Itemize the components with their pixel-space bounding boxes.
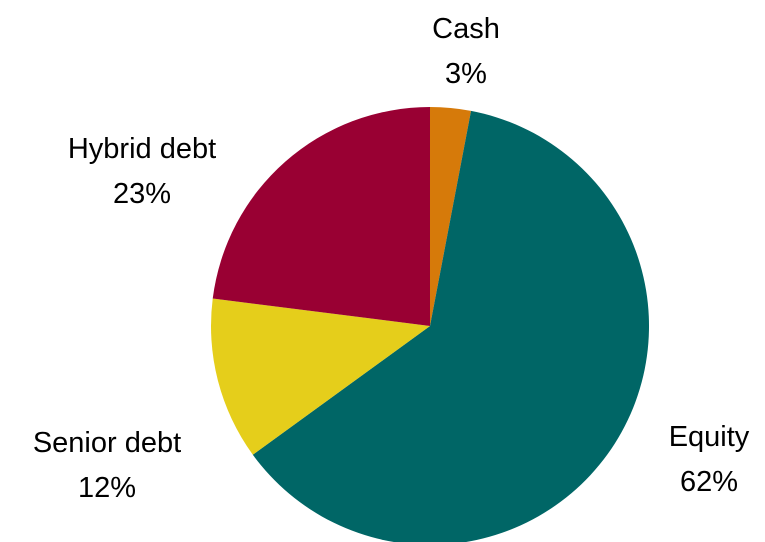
- label-cash: Cash 3%: [432, 13, 500, 90]
- pie-slices: [211, 107, 650, 542]
- label-hybrid-debt-value: 23%: [113, 178, 171, 210]
- pie-slice-senior-debt: [211, 298, 430, 455]
- label-cash-name: Cash: [432, 13, 500, 45]
- label-senior-debt: Senior debt 12%: [33, 427, 181, 504]
- label-equity: Equity 62%: [669, 421, 750, 498]
- label-senior-debt-value: 12%: [78, 472, 136, 504]
- label-equity-name: Equity: [669, 421, 750, 453]
- label-senior-debt-name: Senior debt: [33, 427, 181, 459]
- label-cash-value: 3%: [445, 58, 487, 90]
- pie-slice-hybrid-debt: [212, 107, 430, 326]
- pie-slice-cash: [430, 107, 472, 326]
- label-hybrid-debt: Hybrid debt 23%: [68, 133, 216, 210]
- label-hybrid-debt-name: Hybrid debt: [68, 133, 216, 165]
- label-equity-value: 62%: [680, 466, 738, 498]
- pie-slice-equity: [252, 110, 650, 542]
